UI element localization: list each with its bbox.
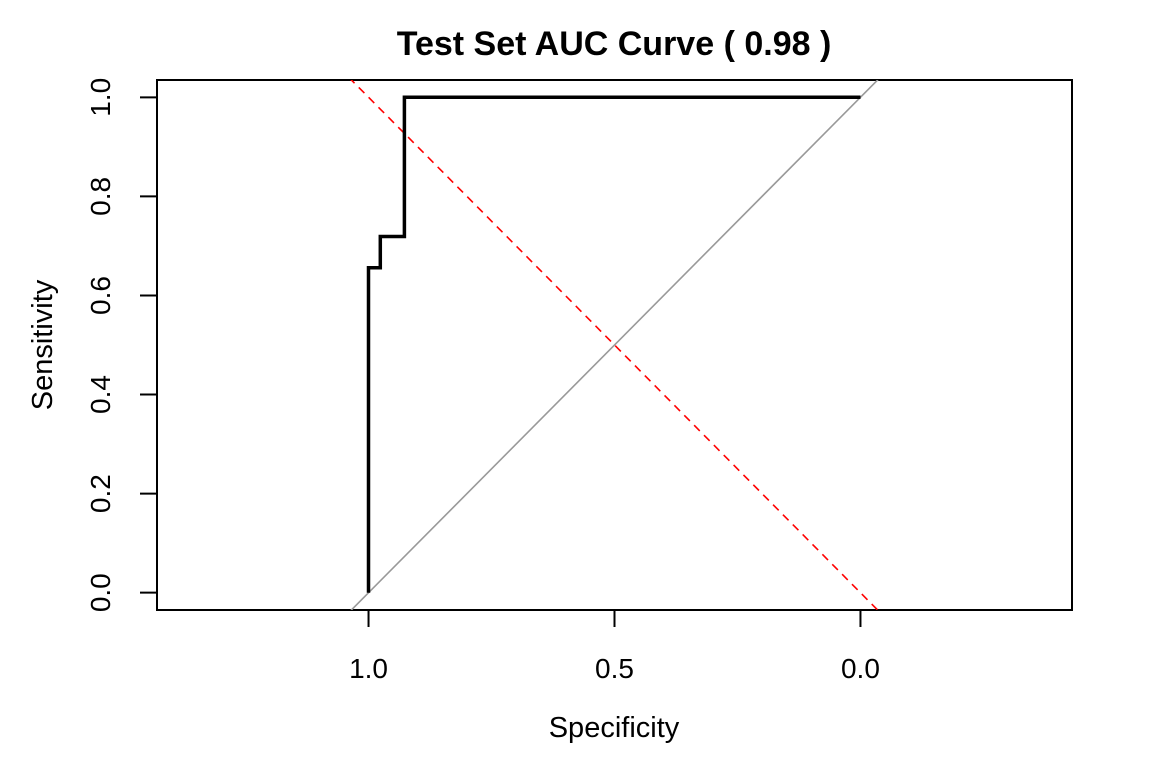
x-axis: 1.0 0.5 0.0 (349, 609, 880, 684)
y-tick-label: 0.4 (85, 375, 116, 414)
roc-curve-line (366, 95, 861, 593)
chance-diagonal-line (350, 80, 879, 610)
x-axis-label: Specificity (549, 712, 680, 744)
chart-title: Test Set AUC Curve ( 0.98 ) (397, 25, 832, 63)
y-tick-label: 1.0 (85, 78, 116, 117)
x-tick-label: 0.5 (595, 653, 634, 684)
x-tick-label: 0.0 (841, 653, 880, 684)
y-tick-label: 0.6 (85, 276, 116, 315)
series-layer (350, 80, 879, 610)
y-tick-label: 0.8 (85, 177, 116, 216)
y-axis: 0.0 0.2 0.4 0.6 0.8 1.0 (85, 78, 158, 612)
x-tick-label: 1.0 (349, 653, 388, 684)
y-tick-label: 0.2 (85, 474, 116, 513)
y-tick-label: 0.0 (85, 573, 116, 612)
y-axis-label: Sensitivity (27, 279, 59, 410)
